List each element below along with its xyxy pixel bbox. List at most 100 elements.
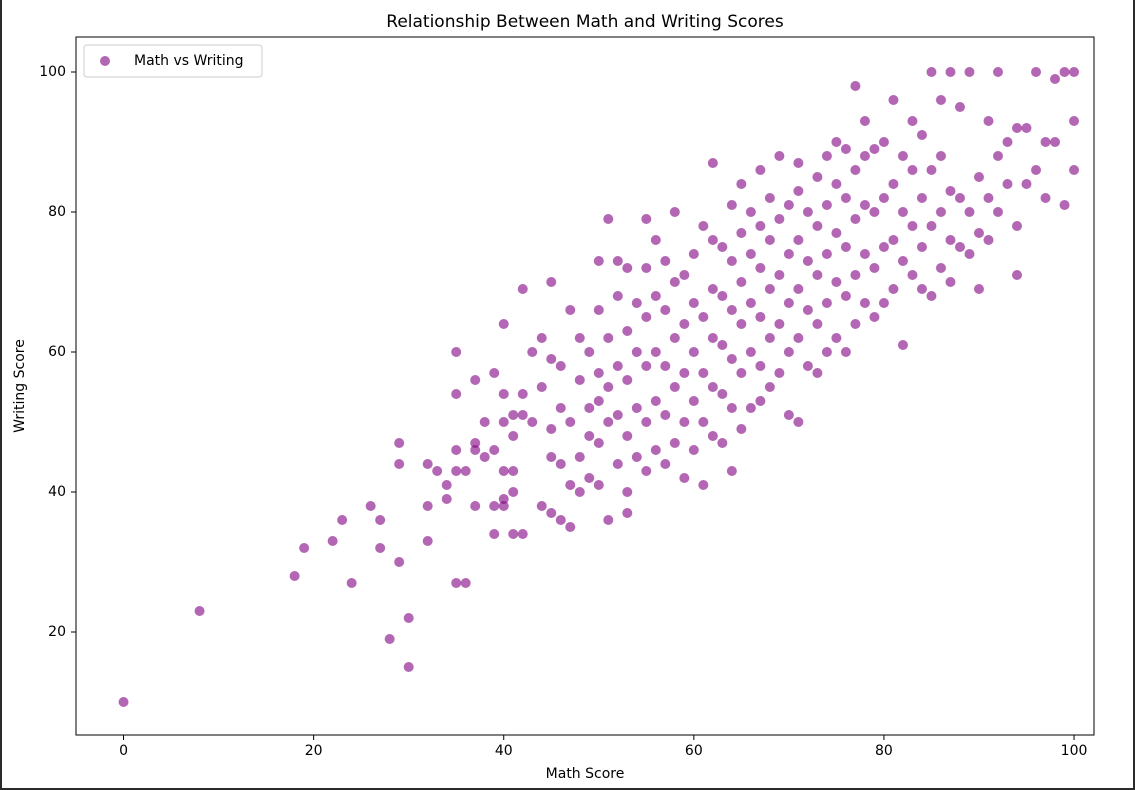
point [869, 144, 880, 154]
point [679, 270, 690, 280]
point [736, 179, 747, 189]
point [479, 417, 490, 427]
point [1012, 270, 1023, 280]
point [859, 249, 870, 259]
point [935, 151, 946, 161]
point [698, 368, 709, 378]
point [451, 445, 462, 455]
point [698, 312, 709, 322]
point [888, 179, 899, 189]
point [935, 207, 946, 217]
point [612, 459, 623, 469]
point [574, 333, 585, 343]
chart-title: Relationship Between Math and Writing Sc… [386, 12, 784, 32]
point [422, 536, 433, 546]
point [783, 410, 794, 420]
point [812, 270, 823, 280]
y-axis-label: Writing Score [12, 339, 28, 433]
point [451, 578, 462, 588]
point [498, 494, 509, 504]
point [907, 165, 918, 175]
point [907, 221, 918, 231]
point [470, 438, 481, 448]
point [660, 256, 671, 266]
point [498, 417, 509, 427]
point [546, 452, 557, 462]
point [764, 284, 775, 294]
point [745, 249, 756, 259]
point [926, 67, 937, 77]
point [774, 368, 785, 378]
point [622, 263, 633, 273]
point [812, 172, 823, 182]
point [755, 312, 766, 322]
point [612, 256, 623, 266]
y-tick-label: 80 [48, 204, 66, 220]
point [726, 305, 737, 315]
point [1069, 165, 1080, 175]
point [707, 158, 718, 168]
point [764, 235, 775, 245]
point [726, 354, 737, 364]
point [1069, 116, 1080, 126]
point [698, 480, 709, 490]
point [460, 466, 471, 476]
point [574, 452, 585, 462]
point [631, 347, 642, 357]
point [707, 431, 718, 441]
point [688, 347, 699, 357]
point [546, 508, 557, 518]
point [612, 361, 623, 371]
point [964, 67, 975, 77]
x-tick-label: 40 [495, 743, 513, 759]
point [346, 578, 357, 588]
point [1002, 137, 1013, 147]
point [641, 361, 652, 371]
point [1050, 74, 1061, 84]
point [508, 431, 519, 441]
point [840, 347, 851, 357]
point [403, 613, 414, 623]
point [774, 270, 785, 280]
point [888, 95, 899, 105]
point [973, 172, 984, 182]
point [688, 396, 699, 406]
point [365, 501, 376, 511]
point [603, 515, 614, 525]
point [926, 221, 937, 231]
point [859, 116, 870, 126]
point [1031, 67, 1042, 77]
point [897, 256, 908, 266]
point [726, 466, 737, 476]
point [669, 438, 680, 448]
point [679, 368, 690, 378]
point [935, 95, 946, 105]
point [394, 438, 405, 448]
point [793, 158, 804, 168]
point [774, 319, 785, 329]
point [793, 417, 804, 427]
point [593, 256, 604, 266]
point [641, 466, 652, 476]
point [546, 277, 557, 287]
point [821, 249, 832, 259]
point [1021, 179, 1032, 189]
point [850, 81, 861, 91]
x-tick-label: 80 [875, 743, 893, 759]
point [517, 529, 528, 539]
point [1040, 137, 1051, 147]
point [498, 466, 509, 476]
point [688, 445, 699, 455]
point [375, 515, 386, 525]
point [631, 298, 642, 308]
point [337, 515, 348, 525]
point [660, 361, 671, 371]
point [935, 263, 946, 273]
x-tick-label: 0 [119, 743, 128, 759]
point [441, 480, 452, 490]
point [679, 473, 690, 483]
point [517, 284, 528, 294]
point [755, 165, 766, 175]
